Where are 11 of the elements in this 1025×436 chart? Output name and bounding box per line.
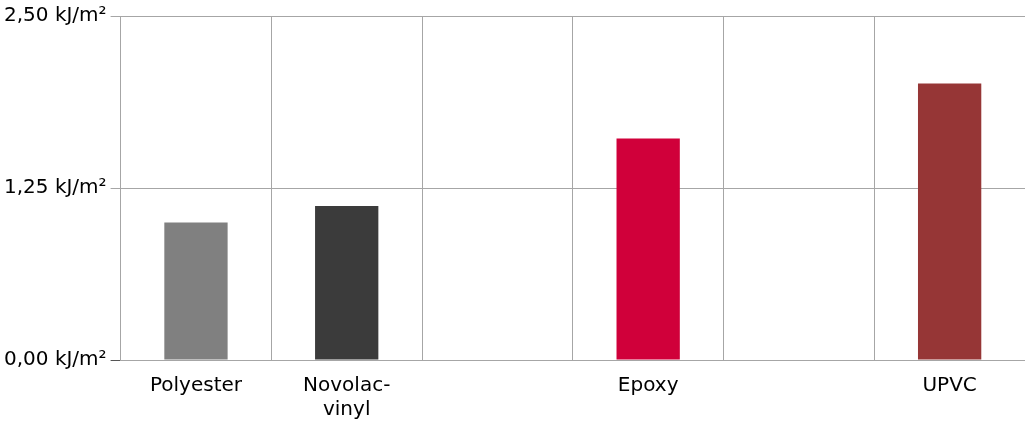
x-tick-label: Epoxy bbox=[617, 372, 679, 397]
bar bbox=[164, 222, 228, 360]
x-tick-label: Novolac-vinyl bbox=[303, 372, 391, 421]
bar bbox=[315, 205, 379, 360]
y-tick-label: 2,50 kJ/m² bbox=[4, 2, 107, 27]
y-tick-label: 0,00 kJ/m² bbox=[4, 346, 107, 371]
bar bbox=[616, 138, 680, 360]
bar bbox=[917, 83, 982, 360]
y-tick-label: 1,25 kJ/m² bbox=[4, 174, 107, 199]
x-tick-label: UPVC bbox=[922, 372, 977, 397]
x-tick-label: Polyester bbox=[149, 372, 243, 397]
